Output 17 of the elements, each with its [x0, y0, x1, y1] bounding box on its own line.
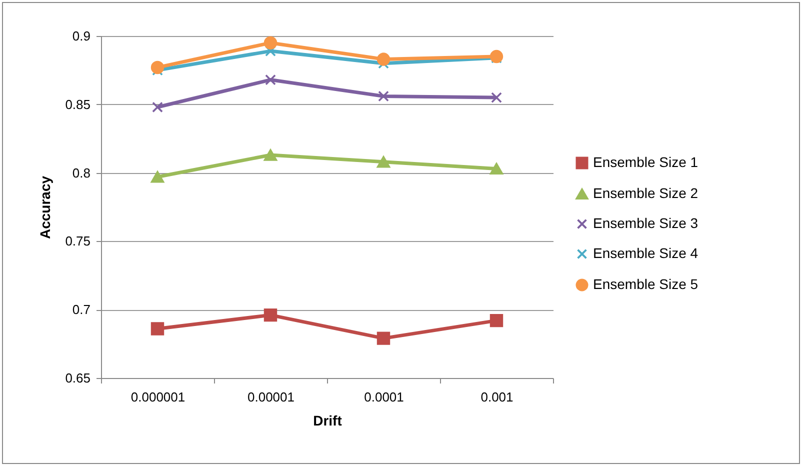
legend-label: Ensemble Size 4 [593, 245, 698, 261]
y-tick-label: 0.85 [65, 96, 90, 112]
legend-label: Ensemble Size 3 [593, 215, 698, 231]
y-tick-label: 0.75 [65, 234, 90, 249]
y-axis-title: Accuracy [37, 176, 54, 240]
y-tick-label: 0.8 [72, 165, 90, 180]
x-tick-label: 0.00001 [248, 390, 294, 404]
legend-label: Ensemble Size 1 [593, 154, 698, 170]
y-tick-label: 0.9 [72, 28, 90, 44]
x-tick-label: 0.001 [480, 390, 514, 404]
y-tick-label: 0.7 [72, 302, 90, 318]
y-tick-label: 0.65 [65, 370, 90, 386]
x-tick-label: 0.000001 [130, 390, 186, 404]
legend-label: Ensemble Size 5 [593, 276, 698, 292]
x-tick-label: 0.0001 [364, 390, 404, 404]
x-axis-title: Drift [313, 412, 342, 428]
legend-label: Ensemble Size 2 [593, 185, 698, 201]
